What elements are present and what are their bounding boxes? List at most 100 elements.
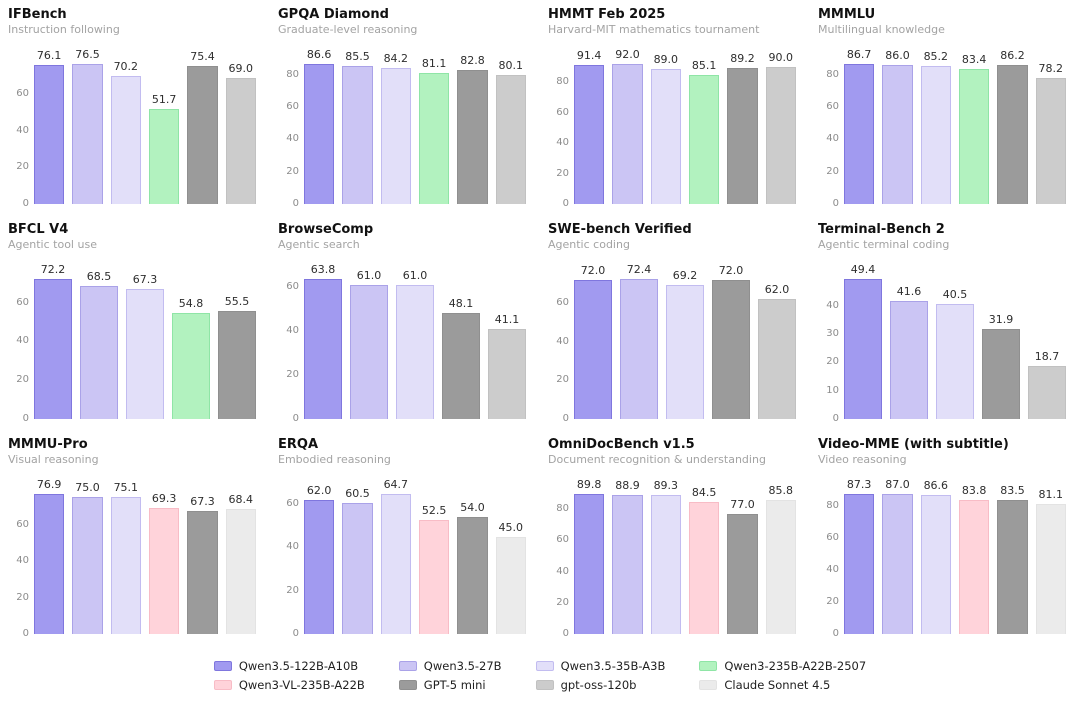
bars-area: 91.4 92.0 89.0 85.1 89.2 90.0 bbox=[574, 46, 800, 204]
bar-Qwen3.5-35B-A3B bbox=[936, 304, 974, 419]
bar-Qwen3-VL-235B-A22B bbox=[688, 502, 720, 634]
bar-group: 62.0 bbox=[304, 485, 335, 634]
y-tick-label: 20 bbox=[556, 596, 569, 608]
bar-group: 75.1 bbox=[110, 482, 141, 634]
y-tick-label: 40 bbox=[286, 133, 299, 145]
legend-swatch-icon bbox=[535, 661, 554, 671]
bar-group: 40.5 bbox=[936, 289, 974, 419]
y-tick-label: 40 bbox=[16, 335, 29, 347]
legend-grid: Qwen3.5-122B-A10B Qwen3.5-27B Qwen3.5-35B-… bbox=[213, 659, 866, 692]
bar-group: 83.4 bbox=[958, 53, 990, 204]
y-axis: 0 20 40 60 bbox=[8, 279, 34, 423]
bar-Qwen3.5-122B-A10B bbox=[844, 64, 875, 204]
legend-swatch-icon bbox=[535, 680, 554, 690]
bar-Qwen3.5-35B-A3B bbox=[920, 66, 951, 204]
y-axis: 0 20 40 60 bbox=[8, 64, 34, 209]
bar-group: 86.2 bbox=[997, 50, 1028, 204]
y-tick-label: 0 bbox=[562, 198, 569, 209]
bar-Qwen3.5-122B-A10B bbox=[304, 499, 335, 634]
bar-value-label: 62.0 bbox=[764, 283, 790, 297]
bar-value-label: 72.0 bbox=[580, 263, 606, 277]
bar-group: 86.6 bbox=[304, 49, 335, 204]
y-tick-label: 10 bbox=[826, 384, 839, 396]
bar-value-label: 49.4 bbox=[850, 263, 876, 276]
bar-value-label: 52.5 bbox=[421, 504, 447, 518]
bar-value-label: 83.4 bbox=[961, 53, 987, 67]
bar-Qwen3.5-35B-A3B bbox=[126, 288, 164, 419]
bar-group: 64.7 bbox=[380, 479, 411, 634]
bar-group: 87.0 bbox=[882, 479, 913, 634]
bar-GPT-5 mini bbox=[727, 68, 758, 204]
y-tick-label: 80 bbox=[556, 503, 569, 515]
bar-value-label: 86.7 bbox=[846, 48, 872, 61]
bar-value-label: 83.8 bbox=[961, 483, 987, 497]
bar-value-label: 80.1 bbox=[498, 58, 524, 72]
legend-swatch-icon bbox=[699, 680, 718, 690]
bar-Qwen3.5-122B-A10B bbox=[844, 494, 875, 634]
bar-value-label: 75.0 bbox=[75, 481, 100, 495]
legend-label: gpt-oss-120b bbox=[560, 678, 637, 692]
bar-value-label: 55.5 bbox=[224, 295, 250, 309]
bar-value-label: 51.7 bbox=[151, 93, 177, 107]
bar-Qwen3.5-35B-A3B bbox=[380, 67, 411, 204]
y-tick-label: 60 bbox=[286, 101, 299, 113]
chart-subtitle: Video reasoning bbox=[818, 452, 907, 466]
chart-panel: MMMU-Pro Visual reasoning 0 20 40 60 76.9 75.0 7… bbox=[0, 432, 270, 647]
y-tick-label: 40 bbox=[556, 137, 569, 149]
bar-GPT-5 mini bbox=[187, 511, 218, 634]
bar-group: 92.0 bbox=[612, 48, 643, 204]
bar-group: 82.8 bbox=[457, 55, 488, 204]
bar-group: 90.0 bbox=[765, 52, 796, 204]
y-tick-label: 60 bbox=[16, 518, 29, 530]
bar-group: 84.5 bbox=[688, 487, 720, 634]
chart-panel: Video-MME (with subtitle) Video reasoning… bbox=[810, 432, 1080, 647]
bar-Qwen3.5-27B bbox=[612, 495, 643, 634]
bar-value-label: 18.7 bbox=[1034, 350, 1060, 364]
y-tick-label: 80 bbox=[286, 68, 299, 80]
legend-item: Qwen3.5-27B bbox=[398, 659, 502, 673]
bar-group: 75.4 bbox=[187, 51, 218, 204]
bar-Qwen3.5-27B bbox=[342, 503, 373, 634]
y-axis: 0 20 40 60 80 bbox=[278, 64, 304, 208]
y-tick-label: 60 bbox=[286, 498, 299, 510]
chart-panel: OmniDocBench v1.5 Document recognition & … bbox=[540, 432, 810, 647]
bar-group: 86.7 bbox=[844, 48, 875, 204]
y-tick-label: 20 bbox=[286, 369, 299, 381]
chart-title: IFBench bbox=[8, 7, 67, 22]
bar-group: 62.0 bbox=[758, 284, 796, 419]
bar-Qwen3-235B-A22B-2507 bbox=[172, 312, 210, 419]
bars-area: 72.2 68.5 67.3 54.8 55.5 bbox=[34, 261, 260, 419]
legend: Qwen3.5-122B-A10B Qwen3.5-27B Qwen3.5-35B-… bbox=[0, 659, 1080, 692]
bar-Claude Sonnet 4.5 bbox=[495, 536, 526, 634]
chart-title: HMMT Feb 2025 bbox=[548, 7, 666, 22]
y-tick-label: 80 bbox=[556, 76, 569, 88]
bar-Qwen3.5-35B-A3B bbox=[650, 494, 681, 634]
bar-group: 89.2 bbox=[727, 53, 758, 204]
bar-Qwen3.5-27B bbox=[882, 494, 913, 634]
charts-grid: IFBench Instruction following 0 20 40 60 76.1 7… bbox=[0, 2, 1080, 647]
bar-Qwen3.5-122B-A10B bbox=[34, 279, 72, 419]
y-tick-label: 20 bbox=[16, 374, 29, 386]
bar-Claude Sonnet 4.5 bbox=[765, 500, 796, 634]
bar-group: 70.2 bbox=[110, 61, 141, 204]
bar-group: 67.3 bbox=[126, 274, 164, 419]
chart-subtitle: Agentic terminal coding bbox=[818, 237, 950, 251]
bar-group: 51.7 bbox=[148, 93, 180, 204]
y-tick-label: 60 bbox=[556, 106, 569, 118]
bar-value-label: 69.2 bbox=[672, 269, 698, 283]
chart-panel: Terminal-Bench 2 Agentic terminal coding 0… bbox=[810, 217, 1080, 432]
y-tick-label: 0 bbox=[22, 198, 29, 209]
bar-group: 55.5 bbox=[218, 296, 256, 419]
legend-swatch-icon bbox=[213, 661, 232, 671]
bar-Qwen3.5-35B-A3B bbox=[110, 497, 141, 634]
bar-value-label: 92.0 bbox=[615, 48, 640, 61]
bar-gpt-oss-120b bbox=[488, 328, 526, 419]
bar-group: 60.5 bbox=[342, 488, 373, 634]
bar-Qwen3.5-35B-A3B bbox=[650, 68, 681, 204]
bar-GPT-5 mini bbox=[727, 513, 758, 634]
chart-title: SWE-bench Verified bbox=[548, 222, 692, 237]
bar-Qwen3-235B-A22B-2507 bbox=[148, 109, 180, 204]
y-tick-label: 20 bbox=[16, 591, 29, 603]
y-tick-label: 20 bbox=[826, 165, 839, 177]
